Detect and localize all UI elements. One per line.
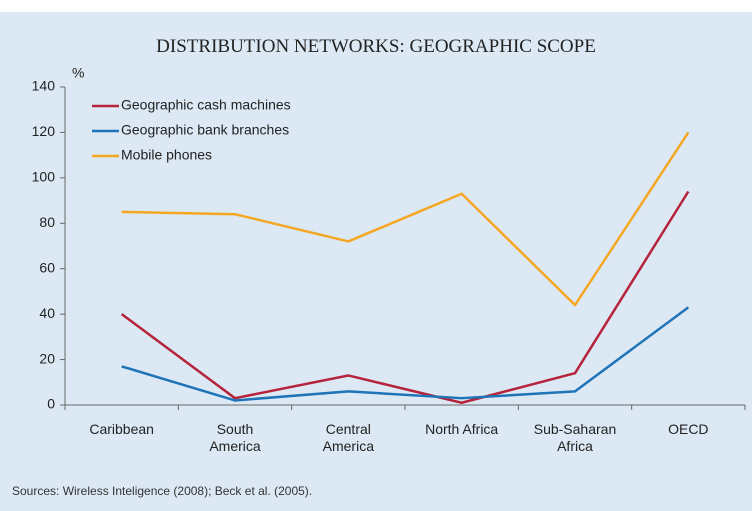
y-tick-label: 60 xyxy=(39,259,55,275)
y-tick-label: 80 xyxy=(39,214,55,230)
source-note: Sources: Wireless Inteligence (2008); Be… xyxy=(12,484,313,498)
y-tick-label: 40 xyxy=(39,305,55,321)
x-tick-label: OECD xyxy=(668,421,709,437)
x-tick-label: Caribbean xyxy=(89,421,154,437)
x-tick-label: Central America xyxy=(322,421,374,454)
x-tick-label: South America xyxy=(209,421,261,454)
series-line xyxy=(121,306,690,402)
y-tick-label: 120 xyxy=(32,123,56,139)
panel xyxy=(0,12,752,511)
legend-label: Mobile phones xyxy=(121,147,212,163)
y-tick-label: 140 xyxy=(32,78,56,94)
x-tick-label: Sub-Saharan Africa xyxy=(533,421,617,454)
y-axis-label: % xyxy=(72,65,84,81)
series-line xyxy=(120,190,690,404)
legend-label: Geographic cash machines xyxy=(121,97,291,113)
chart-title: DISTRIBUTION NETWORKS: GEOGRAPHIC SCOPE xyxy=(156,36,596,57)
series-line xyxy=(121,131,690,307)
y-tick-label: 0 xyxy=(47,396,55,412)
x-tick-label: North Africa xyxy=(425,421,499,437)
y-tick-label: 20 xyxy=(39,350,55,366)
legend-label: Geographic bank branches xyxy=(121,122,289,138)
y-tick-label: 100 xyxy=(32,169,56,185)
